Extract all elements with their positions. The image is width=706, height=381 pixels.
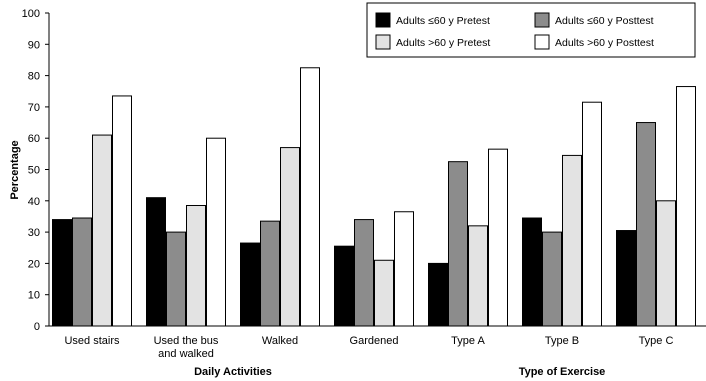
bar (112, 95, 132, 327)
bar (186, 204, 206, 327)
y-tick-label: 50 (28, 165, 40, 177)
bar (428, 262, 448, 327)
bar (240, 242, 260, 327)
x-tick-label: Type B (545, 335, 579, 347)
bar (260, 220, 280, 327)
bar (52, 219, 72, 327)
y-tick-label: 70 (28, 102, 40, 114)
bar (656, 200, 676, 327)
legend-swatch (375, 12, 391, 28)
bar (72, 217, 92, 327)
x-tick-label: Type A (451, 335, 485, 347)
bar (300, 67, 320, 327)
y-tick-label: 20 (28, 258, 40, 270)
legend-label: Adults ≤60 y Pretest (396, 15, 490, 27)
y-tick-label: 30 (28, 227, 40, 239)
bar (488, 148, 508, 327)
bar (92, 134, 112, 327)
bar (448, 161, 468, 327)
bar (636, 122, 656, 327)
legend-swatch (534, 34, 550, 50)
x-group-title: Daily Activities (194, 366, 272, 378)
x-tick-label: and walked (158, 348, 214, 360)
y-tick-label: 0 (34, 321, 40, 333)
legend-label: Adults ≤60 y Posttest (555, 15, 654, 27)
bar (146, 197, 166, 327)
group-titles: Daily Activities Type of Exercise (194, 366, 605, 378)
bar (562, 154, 582, 327)
bar (394, 211, 414, 327)
x-tick-label: Gardened (350, 335, 399, 347)
legend-label: Adults >60 y Posttest (555, 37, 654, 49)
y-axis: 0 10 20 30 40 50 60 70 80 90 100 (22, 8, 50, 333)
bar (166, 231, 186, 327)
y-tick-label: 80 (28, 71, 40, 83)
bar (676, 86, 696, 327)
x-tick-label: Walked (262, 335, 298, 347)
bar (616, 230, 636, 327)
x-tick-label: Used stairs (64, 335, 120, 347)
y-axis-title: Percentage (9, 140, 21, 199)
bar (334, 245, 354, 327)
x-tick-label: Type C (639, 335, 674, 347)
legend-label: Adults >60 y Pretest (396, 37, 490, 49)
legend-box (366, 2, 696, 58)
x-tick-label: Used the bus (154, 335, 219, 347)
y-tick-label: 10 (28, 290, 40, 302)
bars (52, 67, 696, 327)
legend: Adults ≤60 y Pretest Adults ≤60 y Posttes… (366, 2, 696, 58)
y-tick-label: 90 (28, 39, 40, 51)
bar (374, 259, 394, 327)
legend-swatch (534, 12, 550, 28)
bar (206, 137, 226, 327)
bar (354, 219, 374, 327)
bar (582, 101, 602, 327)
y-tick-label: 40 (28, 196, 40, 208)
bar (468, 225, 488, 327)
bar (280, 147, 300, 327)
legend-swatch (375, 34, 391, 50)
y-tick-label: 100 (22, 8, 40, 20)
y-tick-label: 60 (28, 133, 40, 145)
bar (522, 217, 542, 327)
bar (542, 231, 562, 327)
x-group-title: Type of Exercise (519, 366, 606, 378)
